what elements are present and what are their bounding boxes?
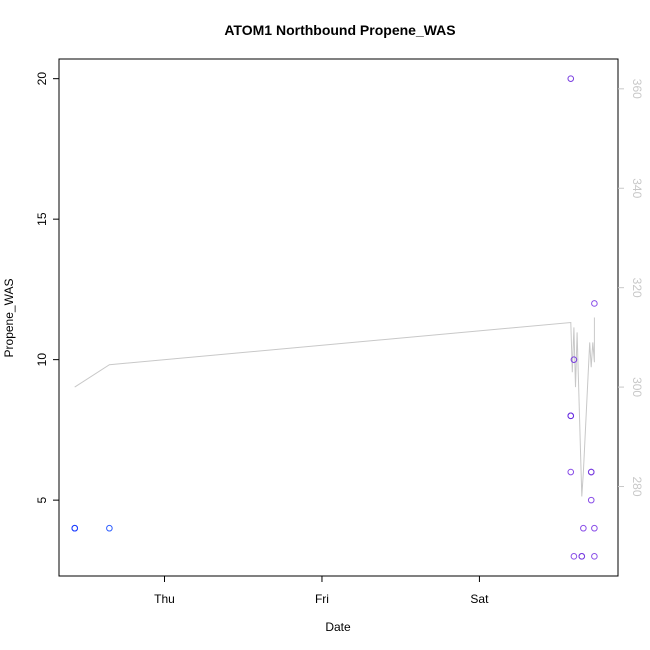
data-point [71, 524, 79, 532]
x-tick-label: Thu [154, 592, 175, 606]
y-tick-label: 5 [35, 496, 49, 503]
data-points [71, 75, 598, 560]
x-axis: Thu Fri Sat [154, 576, 489, 606]
secondary-series-line [74, 317, 595, 497]
plot-frame [58, 58, 619, 577]
data-point [578, 553, 586, 560]
data-point [570, 553, 578, 560]
data-point [591, 300, 598, 307]
y2-tick-label: 320 [630, 278, 644, 298]
data-point [567, 468, 575, 476]
y-axis-left: 5 10 15 20 [35, 72, 59, 503]
x-tick-label: Fri [315, 592, 329, 606]
y-axis-label: Propene_WAS [2, 279, 16, 358]
y-tick-label: 20 [35, 72, 49, 86]
y2-tick-label: 360 [630, 79, 644, 99]
chart-title: ATOM1 Northbound Propene_WAS [224, 22, 455, 38]
y-tick-label: 10 [35, 353, 49, 367]
y-tick-label: 15 [35, 212, 49, 226]
data-point [587, 496, 595, 504]
data-point [580, 524, 587, 532]
x-tick-label: Sat [470, 592, 489, 606]
data-point [567, 75, 575, 82]
data-point [567, 412, 575, 420]
data-point [591, 524, 598, 532]
y2-tick-label: 280 [630, 477, 644, 497]
y2-tick-label: 340 [630, 178, 644, 198]
data-point [591, 553, 598, 560]
data-point [570, 356, 578, 363]
data-point [106, 524, 113, 532]
data-point [587, 468, 595, 476]
y2-tick-label: 300 [630, 377, 644, 397]
y-axis-right: 280 300 320 340 360 [618, 79, 644, 497]
x-axis-label: Date [325, 620, 351, 634]
